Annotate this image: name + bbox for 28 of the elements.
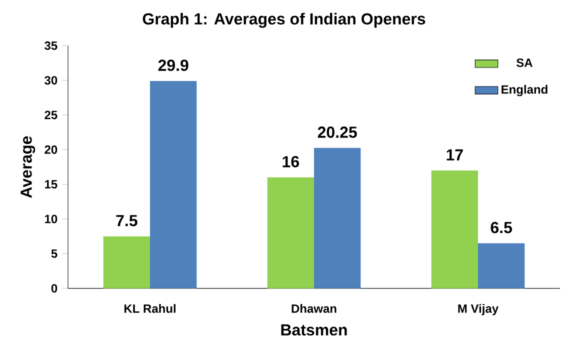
bar <box>314 148 361 288</box>
data-label: 17 <box>446 149 463 160</box>
data-label: 20.25 <box>318 126 357 138</box>
y-tick-label: 20 <box>44 145 58 154</box>
bar <box>150 81 197 288</box>
x-tick-label: Dhawan <box>292 304 336 313</box>
y-tick-label: 5 <box>51 249 58 258</box>
y-tick-label: 30 <box>44 76 58 85</box>
y-tick-label: 0 <box>51 284 58 293</box>
y-tick-label: 15 <box>45 180 58 189</box>
data-label: 16 <box>282 156 299 168</box>
data-label: 29.9 <box>158 60 188 71</box>
y-tick-label: 10 <box>45 214 58 224</box>
bar <box>267 177 314 288</box>
x-axis-title: Batsmen <box>281 324 347 336</box>
legend-label: SA <box>516 58 532 68</box>
y-tick-label: 35 <box>44 41 58 50</box>
x-tick-label: M Vijay <box>458 304 498 316</box>
bar <box>478 243 525 288</box>
legend-label: England <box>502 84 548 96</box>
bar <box>431 170 478 288</box>
data-label: 6.5 <box>490 222 512 234</box>
y-axis-title: Average <box>20 136 36 198</box>
bar <box>103 236 150 288</box>
y-tick-label: 25 <box>44 110 58 120</box>
data-label: 7.5 <box>116 215 138 226</box>
chart-title: Graph 1: Averages of Indian Openers <box>142 12 426 28</box>
x-tick-label: KL Rahul <box>124 304 176 313</box>
